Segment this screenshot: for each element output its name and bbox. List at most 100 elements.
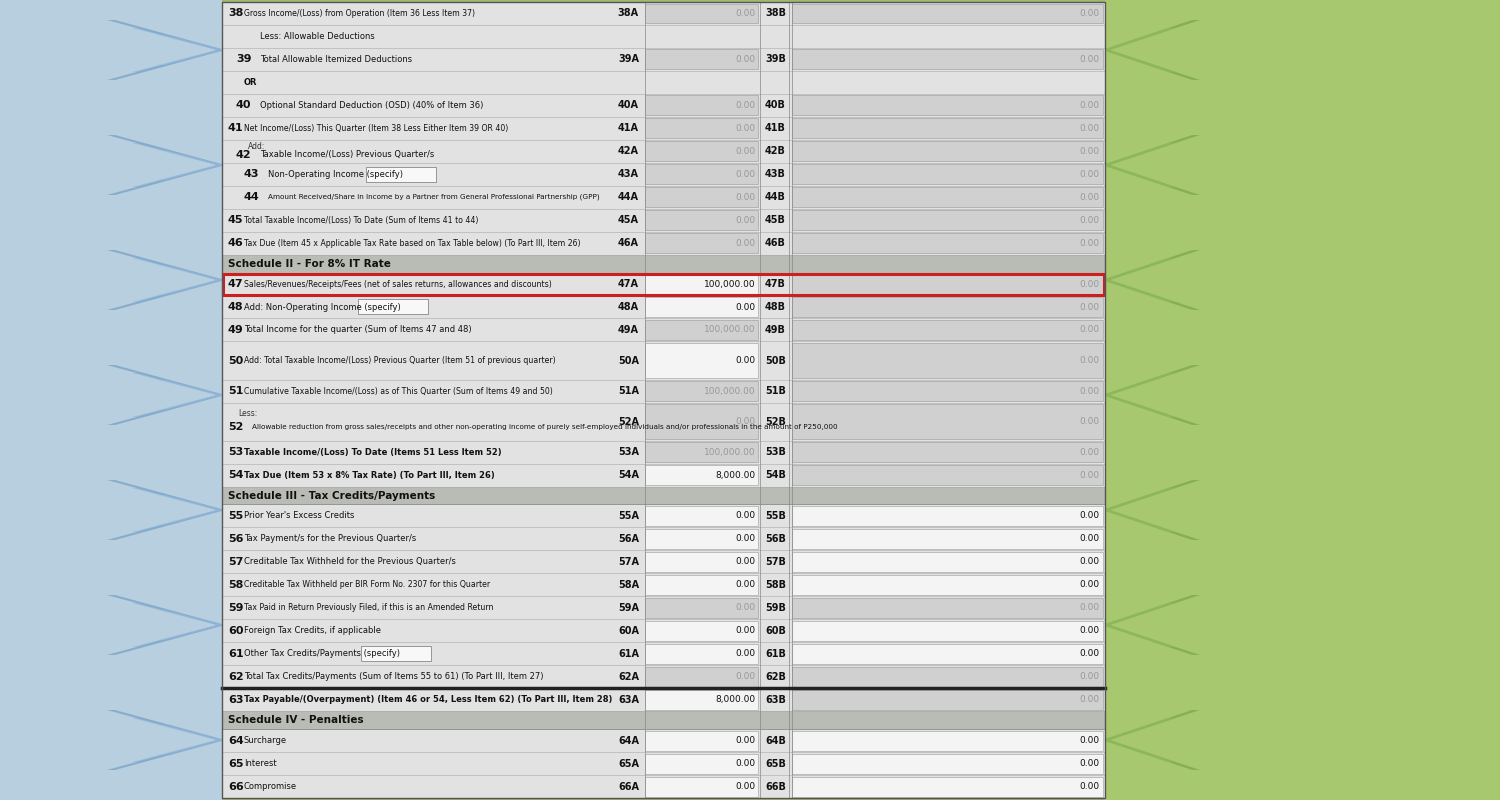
Bar — [222, 48, 1106, 71]
Bar — [222, 752, 1106, 775]
Bar — [645, 118, 758, 138]
Text: Amount Received/Share in Income by a Partner from General Professional Partnersh: Amount Received/Share in Income by a Par… — [268, 194, 600, 201]
Text: Total Tax Credits/Payments (Sum of Items 55 to 61) (To Part III, Item 27): Total Tax Credits/Payments (Sum of Items… — [244, 672, 543, 682]
Text: 58B: 58B — [765, 580, 786, 590]
Bar — [792, 777, 1102, 797]
Text: 0.00: 0.00 — [1080, 447, 1100, 457]
Bar — [792, 118, 1102, 138]
Bar — [792, 404, 1102, 439]
Text: OR: OR — [244, 78, 258, 87]
Text: 48B: 48B — [765, 302, 786, 312]
Bar — [222, 342, 1106, 379]
Polygon shape — [1102, 250, 1200, 310]
Bar — [645, 3, 758, 23]
Text: 40A: 40A — [618, 100, 639, 110]
Text: Schedule III - Tax Credits/Payments: Schedule III - Tax Credits/Payments — [228, 490, 435, 501]
Text: 0.00: 0.00 — [1080, 302, 1100, 311]
Text: 0.00: 0.00 — [736, 558, 756, 566]
Text: 59: 59 — [228, 603, 243, 613]
Bar — [645, 210, 758, 230]
Bar — [222, 463, 1106, 486]
Text: Interest: Interest — [244, 759, 276, 768]
Text: 57B: 57B — [765, 557, 786, 567]
Text: 59B: 59B — [765, 603, 786, 613]
Text: 54B: 54B — [765, 470, 786, 480]
Bar — [222, 642, 1106, 666]
Text: 47: 47 — [228, 279, 243, 289]
Bar — [645, 50, 758, 70]
Bar — [792, 666, 1102, 686]
Text: 0.00: 0.00 — [1080, 695, 1100, 704]
Bar — [792, 690, 1102, 710]
Bar — [645, 754, 758, 774]
Text: 43A: 43A — [618, 170, 639, 179]
Polygon shape — [106, 250, 225, 310]
Polygon shape — [106, 135, 225, 195]
Bar — [222, 273, 1106, 295]
Text: 0.00: 0.00 — [736, 170, 756, 178]
Polygon shape — [1102, 135, 1200, 195]
Polygon shape — [106, 20, 225, 80]
Bar — [645, 465, 758, 485]
Bar — [792, 754, 1102, 774]
Bar — [222, 140, 1106, 162]
Text: 0.00: 0.00 — [736, 146, 756, 156]
Text: 63: 63 — [228, 694, 243, 705]
Text: 42A: 42A — [618, 146, 639, 156]
Text: Creditable Tax Withheld for the Previous Quarter/s: Creditable Tax Withheld for the Previous… — [244, 558, 456, 566]
Bar — [222, 379, 1106, 402]
Text: 40: 40 — [236, 100, 252, 110]
Text: 0.00: 0.00 — [1080, 386, 1100, 395]
Text: Add:: Add: — [248, 142, 266, 150]
Text: 38B: 38B — [765, 9, 786, 18]
Text: 53A: 53A — [618, 447, 639, 457]
Polygon shape — [1102, 373, 1174, 417]
Text: 60B: 60B — [765, 626, 786, 636]
Text: 56B: 56B — [765, 534, 786, 544]
Text: 39A: 39A — [618, 54, 639, 65]
Text: 0.00: 0.00 — [1080, 782, 1100, 791]
Text: 0.00: 0.00 — [736, 534, 756, 543]
Polygon shape — [132, 373, 225, 417]
Polygon shape — [158, 495, 225, 525]
Text: 8,000.00: 8,000.00 — [716, 470, 756, 479]
Text: 0.00: 0.00 — [1080, 759, 1100, 768]
Bar — [792, 442, 1102, 462]
Text: 0.00: 0.00 — [736, 238, 756, 248]
Text: Schedule IV - Penalties: Schedule IV - Penalties — [228, 715, 363, 725]
Bar — [222, 666, 1106, 688]
Text: 46: 46 — [228, 238, 243, 248]
Text: 43B: 43B — [765, 170, 786, 179]
Text: 0.00: 0.00 — [1080, 558, 1100, 566]
Text: 0.00: 0.00 — [1080, 9, 1100, 18]
Bar — [222, 71, 1106, 94]
Text: 45: 45 — [228, 215, 243, 225]
Text: 44A: 44A — [618, 192, 639, 202]
Bar — [645, 187, 758, 207]
Text: 50: 50 — [228, 355, 243, 366]
Bar — [222, 162, 1106, 186]
Text: Less: Allowable Deductions: Less: Allowable Deductions — [260, 32, 375, 41]
Bar — [222, 729, 1106, 752]
Bar — [792, 506, 1102, 526]
Text: 60: 60 — [228, 626, 243, 636]
Text: 0.00: 0.00 — [736, 193, 756, 202]
Bar — [792, 730, 1102, 750]
Bar — [222, 619, 1106, 642]
Text: 62: 62 — [228, 672, 243, 682]
Text: 0.00: 0.00 — [736, 672, 756, 682]
Text: 58: 58 — [228, 580, 243, 590]
Text: 49: 49 — [228, 325, 243, 335]
Bar — [222, 232, 1106, 254]
Text: 41A: 41A — [618, 123, 639, 134]
Bar — [792, 575, 1102, 595]
Bar — [222, 2, 1106, 798]
Text: 39B: 39B — [765, 54, 786, 65]
Text: 0.00: 0.00 — [736, 650, 756, 658]
Text: 42: 42 — [236, 150, 252, 160]
Text: 56: 56 — [228, 534, 243, 544]
Bar — [645, 730, 758, 750]
Text: 0.00: 0.00 — [1080, 356, 1100, 365]
Text: 0.00: 0.00 — [1080, 146, 1100, 156]
Polygon shape — [106, 595, 225, 655]
